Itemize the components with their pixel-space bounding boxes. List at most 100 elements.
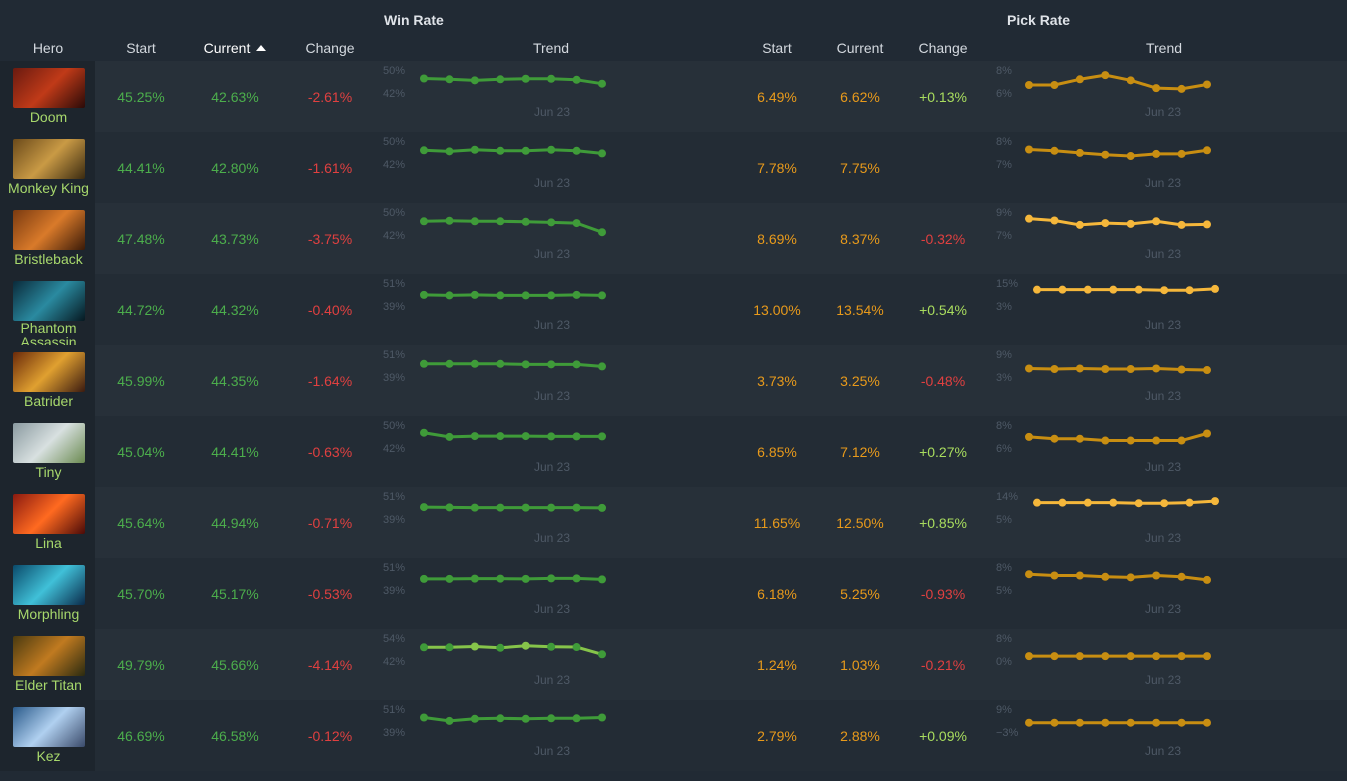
table-row[interactable]: Doom 45.25% 42.63% -2.61% 50% 42% Jun 23 6.49% 6…	[0, 61, 1347, 132]
hero-portrait[interactable]	[13, 68, 85, 108]
hero-portrait[interactable]	[13, 636, 85, 676]
hero-name[interactable]: Elder Titan	[15, 677, 82, 693]
trend-date-label: Jun 23	[1145, 460, 1182, 474]
trend-segment	[474, 148, 501, 153]
trend-segment	[1104, 73, 1132, 82]
column-header-hero[interactable]: Hero	[32, 40, 64, 56]
trend-point	[445, 503, 454, 512]
hero-portrait[interactable]	[13, 565, 85, 605]
trend-point	[598, 228, 606, 237]
trend-point	[1025, 81, 1033, 89]
column-header-pr-trend[interactable]: Trend	[1145, 40, 1183, 56]
win-rate-current: 43.73%	[211, 231, 259, 247]
trend-point	[547, 74, 556, 83]
trend-segment	[1130, 574, 1157, 579]
hero-name[interactable]: Doom	[29, 109, 68, 125]
trend-date-label: Jun 23	[1145, 389, 1182, 403]
table-row[interactable]: Kez 46.69% 46.58% -0.12% 51% 39% Jun 23 2.79% 2.…	[0, 700, 1347, 771]
trend-point	[521, 217, 530, 226]
trend-point	[1177, 84, 1186, 93]
win-rate-change: -4.14%	[307, 657, 353, 673]
trend-point	[521, 360, 530, 369]
trend-point	[1177, 220, 1186, 229]
trend-point	[496, 643, 505, 652]
trend-point	[1101, 71, 1110, 80]
hero-name[interactable]: Tiny	[35, 464, 62, 480]
table-row[interactable]: Phantom Assassin 44.72% 44.32% -0.40% 51% 39%…	[0, 274, 1347, 349]
pick-rate-change: +0.85%	[919, 515, 967, 531]
table-row[interactable]: Morphling 45.70% 45.17% -0.53% 51% 39% Jun 23 6…	[0, 558, 1347, 629]
trend-max-label: 8%	[996, 420, 1012, 432]
trend-point	[547, 291, 556, 300]
trend-min-label: 5%	[996, 585, 1012, 597]
trend-point	[1075, 364, 1084, 373]
column-header-pr-change[interactable]: Change	[918, 40, 968, 56]
column-header-wr-start[interactable]: Start	[126, 40, 156, 56]
table-row[interactable]: Tiny 45.04% 44.41% -0.63% 50% 42% Jun 23 6.85% 7…	[0, 416, 1347, 487]
trend-point	[1126, 436, 1135, 445]
hero-portrait[interactable]	[13, 139, 85, 179]
trend-min-label: 7%	[996, 159, 1012, 171]
table-row[interactable]: Batrider 45.99% 44.35% -1.64% 51% 39% Jun 23 3.…	[0, 345, 1347, 416]
trend-segment	[423, 431, 450, 439]
trend-point	[1101, 365, 1110, 373]
trend-segment	[449, 434, 475, 439]
trend-segment	[1079, 366, 1106, 371]
pick-rate-current: 5.25%	[840, 586, 880, 602]
hero-name[interactable]: Monkey King	[8, 180, 89, 196]
trend-segment	[525, 220, 552, 224]
table-row[interactable]: Lina 45.64% 44.94% -0.71% 51% 39% Jun 23 11.65%…	[0, 487, 1347, 558]
trend-point	[598, 362, 606, 371]
trend-min-label: 3%	[996, 372, 1012, 384]
column-header-wr-trend[interactable]: Trend	[532, 40, 570, 56]
trend-point	[1152, 84, 1161, 93]
trend-max-label: 51%	[383, 704, 406, 716]
column-header-pr-start[interactable]: Start	[762, 40, 792, 56]
trend-date-label: Jun 23	[534, 460, 571, 474]
hero-name[interactable]: Morphling	[17, 606, 80, 622]
trend-point	[1058, 498, 1067, 507]
trend-point	[1033, 498, 1041, 507]
trend-segment	[1079, 151, 1106, 157]
hero-portrait[interactable]	[13, 210, 85, 250]
trend-point	[1025, 718, 1033, 727]
hero-name[interactable]: Bristleback	[14, 251, 83, 267]
hero-name[interactable]: Batrider	[23, 393, 74, 409]
trend-segment	[474, 77, 501, 82]
trend-point	[547, 642, 556, 651]
trend-segment	[1156, 86, 1182, 91]
win-rate-trend-chart	[420, 428, 606, 441]
win-rate-current: 44.94%	[211, 515, 259, 531]
trend-segment	[1105, 575, 1131, 579]
trend-segment	[1181, 368, 1208, 372]
pick-rate-trend-chart	[1033, 497, 1219, 508]
trend-max-label: 8%	[996, 136, 1012, 148]
trend-point	[521, 503, 530, 512]
hero-portrait[interactable]	[13, 281, 85, 321]
column-header-wr-change[interactable]: Change	[305, 40, 355, 56]
column-header-wr-current[interactable]: Current	[190, 40, 280, 56]
trend-point	[445, 359, 454, 368]
trend-segment	[525, 644, 552, 649]
hero-portrait[interactable]	[13, 494, 85, 534]
table-row[interactable]: Bristleback 47.48% 43.73% -3.75% 50% 42% Jun 2…	[0, 203, 1347, 274]
sort-ascending-icon	[256, 45, 267, 51]
pick-rate-current: 1.03%	[840, 657, 880, 673]
trend-segment	[449, 219, 475, 223]
column-header-pr-current[interactable]: Current	[836, 40, 884, 56]
trend-date-label: Jun 23	[1145, 673, 1182, 687]
win-rate-trend-chart	[420, 641, 606, 659]
trend-point	[445, 716, 454, 725]
trend-segment	[1189, 499, 1216, 505]
hero-name[interactable]: Kez	[36, 748, 61, 764]
trend-point	[1075, 652, 1084, 661]
hero-portrait[interactable]	[13, 352, 85, 392]
hero-name[interactable]: Lina	[35, 535, 62, 551]
trend-segment	[449, 645, 475, 649]
table-row[interactable]: Elder Titan 49.79% 45.66% -4.14% 54% 42% Jun 2…	[0, 629, 1347, 700]
trend-point	[1177, 436, 1186, 445]
hero-portrait[interactable]	[13, 423, 85, 463]
hero-portrait[interactable]	[13, 707, 85, 747]
table-row[interactable]: Monkey King 44.41% 42.80% -1.61% 50% 42% Jun 2…	[0, 132, 1347, 203]
trend-date-label: Jun 23	[1145, 318, 1182, 332]
